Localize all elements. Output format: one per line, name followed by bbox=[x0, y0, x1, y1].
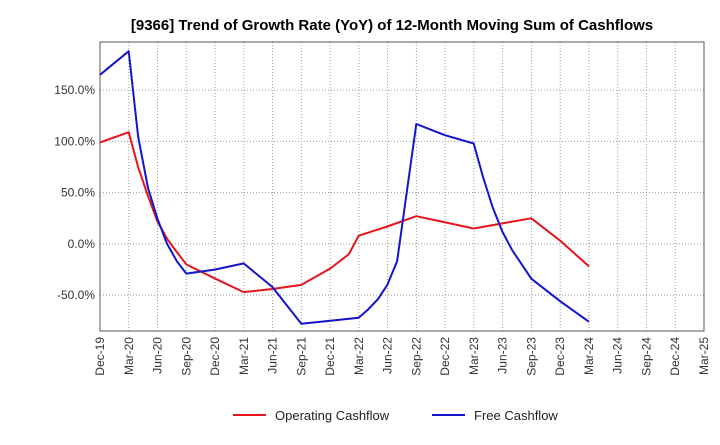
series-lines bbox=[99, 50, 590, 325]
x-tick-label: Jun-23 bbox=[496, 337, 510, 374]
plot-frame bbox=[99, 41, 705, 332]
legend: Operating Cashflow Free Cashflow bbox=[233, 408, 558, 423]
y-tick-label: 150.0% bbox=[54, 83, 95, 97]
grid-lines bbox=[100, 42, 704, 331]
x-tick-label: Sep-23 bbox=[524, 337, 538, 376]
y-tick-label: 100.0% bbox=[54, 134, 95, 148]
free-cashflow-line bbox=[99, 50, 590, 325]
x-tick-label: Sep-22 bbox=[409, 337, 423, 376]
y-axis-ticks: -50.0% 0.0% 50.0% 100.0% 150.0% bbox=[54, 83, 95, 302]
x-tick-label: Dec-23 bbox=[553, 337, 567, 376]
y-tick-label: 0.0% bbox=[68, 237, 96, 251]
x-tick-label: Mar-20 bbox=[122, 337, 136, 375]
y-tick-label: 50.0% bbox=[61, 186, 95, 200]
x-tick-label: Dec-24 bbox=[668, 337, 682, 376]
x-tick-label: Dec-19 bbox=[93, 337, 107, 376]
y-tick-label: -50.0% bbox=[57, 288, 95, 302]
legend-label-free-cashflow: Free Cashflow bbox=[474, 408, 558, 423]
x-tick-label: Sep-24 bbox=[639, 337, 653, 376]
legend-label-operating-cashflow: Operating Cashflow bbox=[275, 408, 390, 423]
x-tick-label: Mar-21 bbox=[237, 337, 251, 375]
x-tick-label: Jun-24 bbox=[611, 337, 625, 374]
x-tick-label: Sep-21 bbox=[294, 337, 308, 376]
x-tick-label: Mar-22 bbox=[352, 337, 366, 375]
x-tick-label: Sep-20 bbox=[179, 337, 193, 376]
x-tick-label: Mar-24 bbox=[582, 337, 596, 375]
x-tick-label: Dec-20 bbox=[208, 337, 222, 376]
x-tick-label: Jun-20 bbox=[151, 337, 165, 374]
chart-title: [9366] Trend of Growth Rate (YoY) of 12-… bbox=[131, 17, 653, 34]
x-tick-label: Mar-25 bbox=[697, 337, 711, 375]
operating-cashflow-line bbox=[99, 131, 590, 294]
x-tick-label: Jun-21 bbox=[266, 337, 280, 374]
x-axis-ticks: Dec-19 Mar-20 Jun-20 Sep-20 Dec-20 Mar-21 Jun-… bbox=[93, 337, 711, 376]
x-tick-label: Jun-22 bbox=[381, 337, 395, 374]
x-tick-label: Dec-22 bbox=[438, 337, 452, 376]
x-tick-label: Mar-23 bbox=[467, 337, 481, 375]
x-tick-label: Dec-21 bbox=[323, 337, 337, 376]
